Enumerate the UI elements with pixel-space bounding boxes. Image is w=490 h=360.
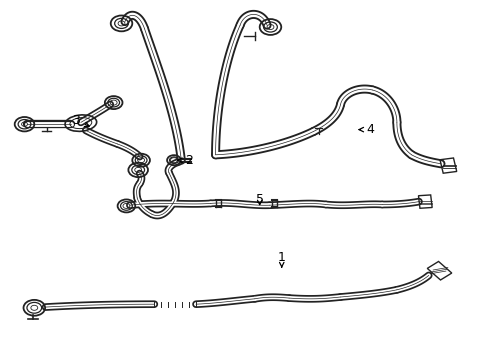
Text: 3: 3 [72,114,89,127]
Bar [440,158,457,173]
Bar [427,261,452,280]
Text: 5: 5 [256,193,264,206]
Text: 4: 4 [359,123,374,136]
Bar [418,195,432,208]
Text: 1: 1 [278,251,286,267]
Text: 2: 2 [178,154,193,167]
